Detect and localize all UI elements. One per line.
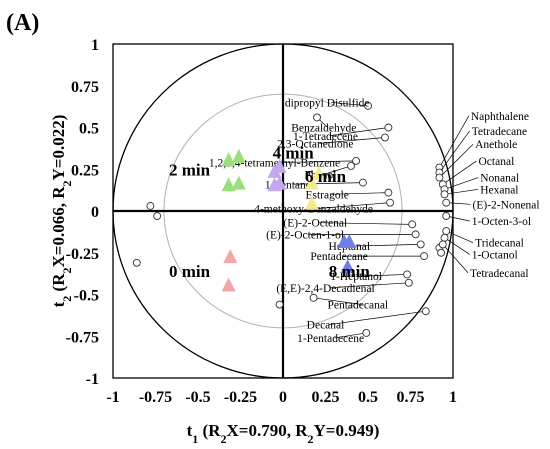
variable-point <box>443 199 450 206</box>
group-label: 6 min <box>305 167 347 186</box>
variable-point <box>443 228 450 235</box>
variable-label: Decanal <box>307 320 345 332</box>
variable-point <box>441 191 448 198</box>
leader-line <box>445 189 479 194</box>
variable-point <box>385 124 392 131</box>
y-tick-label: 0.25 <box>71 162 99 179</box>
variable-label: Pentadecanal <box>327 300 388 312</box>
y-tick-label: -0.75 <box>66 329 99 346</box>
group-marker <box>232 149 246 163</box>
variable-point <box>405 279 412 286</box>
variable-label: Hexanal <box>480 184 518 196</box>
variable-label: (E,E)-2,4-Decadienal <box>276 283 374 295</box>
variable-label: 1-Octanol <box>472 249 518 261</box>
y-tick-label: 0 <box>91 204 99 221</box>
variable-point <box>314 114 321 121</box>
variable-point <box>382 134 389 141</box>
x-tick-label: -0.5 <box>185 389 210 406</box>
variable-label: Octanal <box>479 156 515 168</box>
x-tick-label: 0.5 <box>358 389 378 406</box>
variable-label: dipropyl Disulfide <box>285 97 370 109</box>
variable-point <box>385 189 392 196</box>
variable-point <box>133 259 140 266</box>
variable-label: Tetradecane <box>472 126 527 138</box>
variable-label: Naphthalene <box>471 111 529 123</box>
x-tick-label: -1 <box>106 389 119 406</box>
variable-point <box>387 199 394 206</box>
variable-label: 1-Pentadecene <box>297 333 364 345</box>
x-axis-title: t1 (R2X=0.790, R2Y=0.949) <box>187 421 380 446</box>
variable-label: Nonanal <box>480 173 519 185</box>
variable-point <box>154 213 161 220</box>
variable-point <box>409 221 416 228</box>
plot-area: -1 -0.75 -0.5 -0.25 0 0.25 0.5 0.75 1 1 0.75 0.5 0.2… <box>49 37 540 446</box>
y-tick-label: 0.5 <box>79 121 99 138</box>
x-tick-label: -0.25 <box>224 389 257 406</box>
leader-line <box>439 116 468 168</box>
variable-point <box>310 294 317 301</box>
x-tick-label: 0.75 <box>397 389 425 406</box>
panel-label: (A) <box>6 10 39 36</box>
group-marker <box>222 277 236 291</box>
variable-label: 1-Octen-3-ol <box>472 216 531 228</box>
group-marker <box>232 176 246 190</box>
y-axis-title: t2 (R2X=0.066, R2Y=0.022) <box>49 115 74 308</box>
group-label: 4 min <box>273 144 315 163</box>
variable-label: (E)-2-Octen-1-ol <box>266 229 344 241</box>
variable-point <box>438 249 445 256</box>
variable-point <box>359 179 366 186</box>
group-label: 8 min <box>329 262 371 281</box>
y-tick-label: -1 <box>86 371 99 388</box>
y-tick-label: 0.75 <box>71 79 99 96</box>
group-label: 2 min <box>169 160 211 179</box>
x-tick-label: -0.75 <box>139 389 172 406</box>
variable-point <box>439 241 446 248</box>
variable-label: Anethole <box>475 139 517 151</box>
variable-point <box>436 174 443 181</box>
y-tick-label: -0.25 <box>66 246 99 263</box>
variable-point <box>404 271 411 278</box>
variable-point <box>422 308 429 315</box>
x-tick-label: 1 <box>449 389 457 406</box>
x-tick-label: 0 <box>279 389 287 406</box>
variable-label: Tridecanal <box>475 238 524 250</box>
variable-point <box>147 202 154 209</box>
variable-point <box>417 241 424 248</box>
variable-point <box>421 253 428 260</box>
variable-point <box>276 301 283 308</box>
variable-label: (E)-2-Nonenal <box>473 199 540 211</box>
variable-label: Tetradecanal <box>470 268 529 280</box>
variable-point <box>441 234 448 241</box>
y-tick-label: -0.5 <box>74 288 99 305</box>
x-tick-label: 0.25 <box>312 389 340 406</box>
variable-point <box>443 213 450 220</box>
variable-point <box>412 231 419 238</box>
variable-point <box>348 162 355 169</box>
group-label: 0 min <box>169 262 211 281</box>
group-marker <box>223 249 237 263</box>
variable-label: (E)-2-Octenal <box>283 218 347 230</box>
y-tick-label: 1 <box>91 37 99 54</box>
group-marker <box>222 177 236 191</box>
